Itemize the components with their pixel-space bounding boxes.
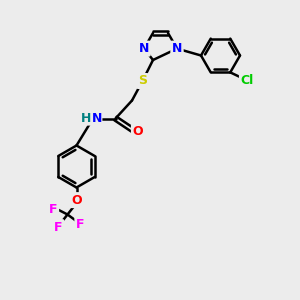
Text: Cl: Cl <box>240 74 254 87</box>
Text: O: O <box>132 125 143 139</box>
Text: N: N <box>139 42 149 55</box>
Text: N: N <box>92 112 102 125</box>
Text: F: F <box>49 202 58 216</box>
Text: F: F <box>76 218 84 231</box>
Text: S: S <box>138 74 147 88</box>
Text: O: O <box>71 194 82 207</box>
Text: N: N <box>172 42 182 55</box>
Text: H: H <box>81 112 92 125</box>
Text: F: F <box>54 220 63 234</box>
